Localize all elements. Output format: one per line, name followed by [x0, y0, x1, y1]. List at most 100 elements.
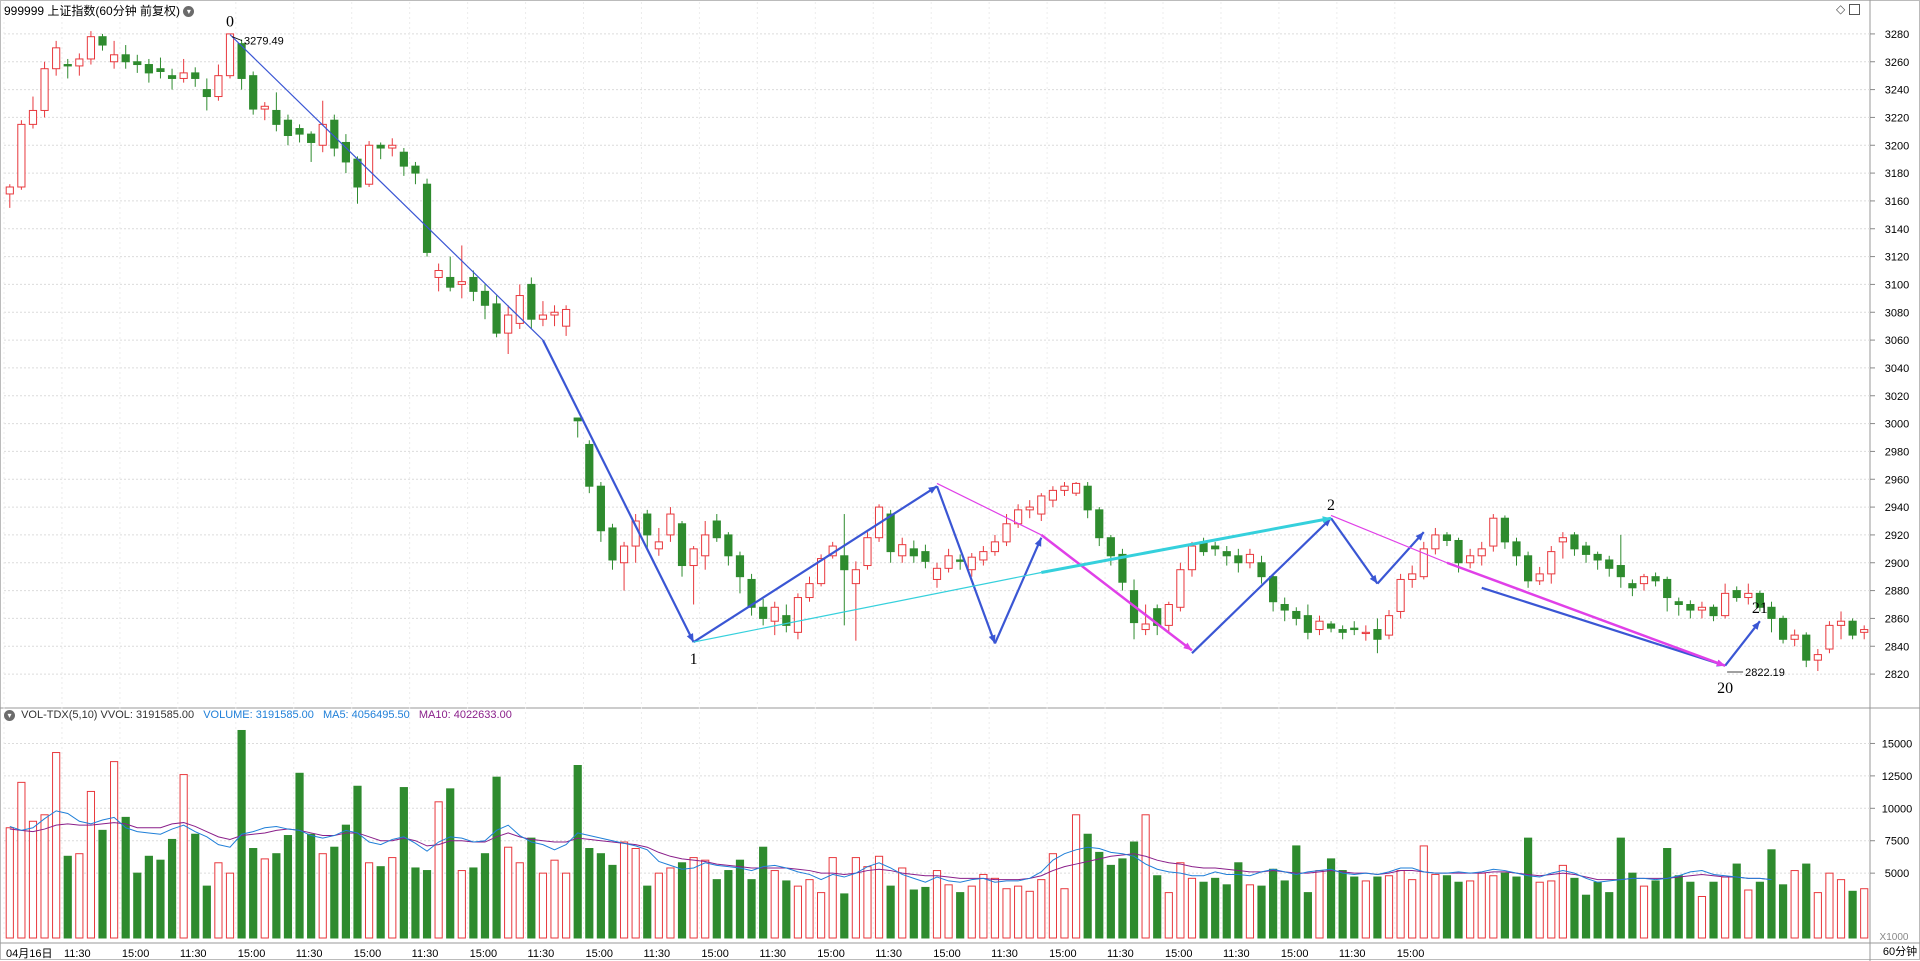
candle-body — [1245, 553, 1255, 564]
trend-line — [1724, 620, 1761, 667]
vvol-value: VVOL: 3191585.00 — [100, 709, 195, 721]
candle-body — [550, 311, 559, 316]
volume-ma-lines — [9, 810, 1772, 883]
volume-bar — [770, 870, 779, 939]
candle-body — [724, 534, 733, 557]
candle-body — [979, 551, 988, 561]
trend-line — [1481, 586, 1726, 667]
volume-bar — [1558, 864, 1567, 939]
candle-body — [759, 606, 768, 619]
candle-body — [399, 151, 408, 167]
volume-bar — [1767, 849, 1776, 939]
panel-toggle-icon[interactable] — [1848, 4, 1860, 16]
candle-body — [434, 270, 443, 278]
time-tick-label: 11:30 — [1339, 948, 1366, 960]
candle-body — [944, 555, 953, 569]
price-tick-label: 3060 — [1885, 335, 1909, 347]
price-tick-label: 3240 — [1885, 85, 1909, 97]
candle-body — [133, 61, 142, 66]
candle-body — [1628, 583, 1637, 589]
price-tick-label: 3200 — [1885, 140, 1909, 152]
volume-bar — [121, 816, 130, 939]
candle-body — [1106, 537, 1115, 557]
volume-bar — [1802, 863, 1811, 939]
candle-body — [1686, 604, 1695, 611]
candle-body — [249, 75, 258, 110]
volume-bar — [1836, 879, 1846, 939]
candle-body — [98, 36, 107, 46]
candle-body — [1118, 553, 1127, 583]
volume-bar — [457, 870, 466, 939]
volume-bar — [1280, 880, 1289, 939]
candle-body — [283, 119, 293, 137]
candle-body — [5, 186, 14, 195]
candle-body — [1361, 631, 1370, 635]
candle-body — [1547, 551, 1556, 575]
price-tick-label: 3180 — [1885, 168, 1909, 180]
trend-line — [993, 537, 1043, 644]
candle-body — [1605, 559, 1614, 569]
volume-bar — [1361, 880, 1370, 939]
candle-body — [1581, 545, 1591, 555]
trend-arrowhead — [928, 486, 937, 494]
candle-body — [1709, 606, 1718, 617]
ma10-value: MA10: 4022633.00 — [418, 709, 512, 721]
volume-bar — [898, 867, 907, 939]
volume-bar — [1350, 876, 1359, 939]
time-tick-label: 11:30 — [64, 948, 91, 960]
volume-bar — [214, 862, 223, 939]
volume-bar — [1257, 885, 1266, 939]
trend-line — [1446, 561, 1726, 667]
candle-body — [75, 58, 84, 67]
high-value-label: 3279.49 — [244, 36, 284, 48]
candle-body — [1697, 606, 1707, 611]
volume-bar — [52, 752, 61, 939]
volume-tick-label: 12500 — [1882, 771, 1913, 783]
candle-body — [1002, 523, 1011, 543]
volume-bar — [110, 761, 119, 939]
candle-body — [202, 89, 211, 98]
volume-bar — [585, 848, 594, 939]
time-tick-label: 15:00 — [817, 948, 845, 960]
candle-body — [1732, 590, 1741, 599]
volume-value: VOLUME: 3191585.00 — [203, 709, 314, 721]
volume-bar — [1489, 875, 1498, 939]
volume-bar — [1083, 833, 1092, 939]
volume-bar — [1466, 880, 1475, 939]
volume-tick-label: 5000 — [1885, 868, 1909, 880]
dropdown-icon[interactable]: ▾ — [183, 6, 195, 18]
candle-body — [712, 520, 721, 539]
price-tick-label: 2920 — [1885, 530, 1909, 542]
volume-bar — [782, 880, 791, 939]
time-tick-label: 11:30 — [875, 948, 902, 960]
candle-body — [1535, 573, 1544, 582]
volume-bar — [573, 765, 582, 939]
candle-body — [562, 308, 571, 327]
candle-body — [1153, 608, 1162, 626]
volume-bar — [1176, 862, 1185, 939]
candle-body — [956, 559, 965, 562]
trend-arrowhead — [1322, 518, 1332, 527]
volume-bar — [1338, 870, 1347, 939]
volume-bar — [1477, 872, 1486, 939]
diamond-icon[interactable]: ◇ — [1836, 2, 1846, 16]
trend-arrowhead — [1034, 537, 1042, 547]
candle-body — [851, 569, 860, 585]
candle-body — [1524, 555, 1533, 582]
volume-bar — [353, 785, 362, 939]
candle-body — [376, 144, 385, 149]
volume-bar — [1095, 851, 1104, 939]
volume-bar — [747, 879, 756, 939]
period-label[interactable]: 60分钟 — [1883, 944, 1917, 958]
volume-bar — [202, 885, 211, 939]
candle-body — [179, 72, 188, 79]
candle-body — [504, 314, 513, 334]
trend-line — [693, 485, 938, 644]
chart-title-text: 999999 上证指数(60分钟 前复权) — [4, 4, 181, 18]
price-axis: 3280 3260 3240 3220 3200 3180 3160 3140 3120 3100… — [1870, 29, 1909, 681]
candle-body — [654, 541, 663, 550]
volume-dropdown-icon[interactable]: ▾ — [4, 709, 15, 721]
price-tick-label: 3140 — [1885, 224, 1909, 236]
volume-bar — [990, 877, 1000, 939]
